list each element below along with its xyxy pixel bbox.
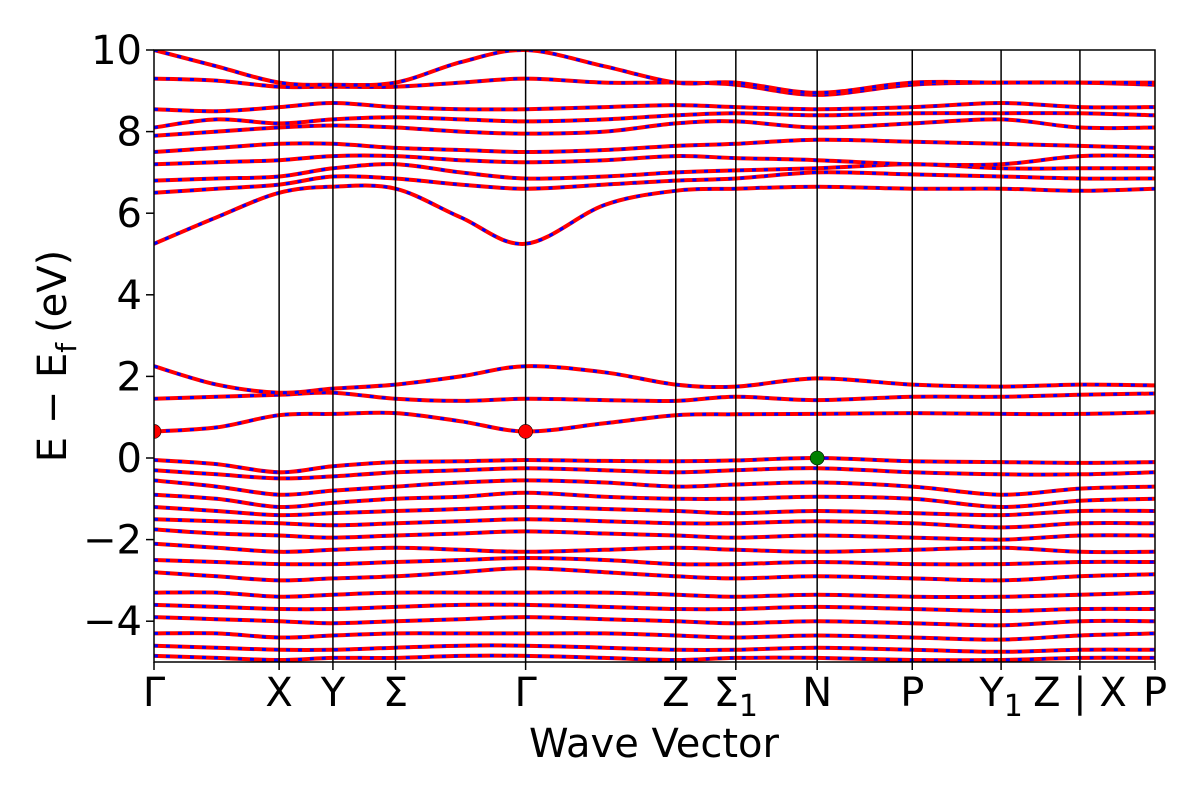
xtick-label: P xyxy=(900,670,924,716)
ytick-label: 8 xyxy=(117,110,142,156)
band-c6-spin-down xyxy=(154,162,1155,183)
band-v7-spin-up xyxy=(154,527,1155,542)
band-c8-spin-up xyxy=(154,137,1155,155)
band-v10-spin-up xyxy=(154,566,1155,583)
kpoint-divider-lines xyxy=(278,50,1081,662)
x-axis-title: Wave Vector xyxy=(529,721,780,767)
ytick-label: −2 xyxy=(83,518,142,564)
band-edge-markers xyxy=(154,424,825,466)
band-c5-spin-down xyxy=(154,170,1155,195)
band-v11-spin-up xyxy=(154,590,1155,599)
xtick-label: Σ1 xyxy=(714,670,758,724)
ytick-label: 6 xyxy=(117,191,142,237)
xtick-label: Y1 xyxy=(978,670,1023,724)
xtick-label: Γ xyxy=(514,670,537,716)
band-v12-spin-up xyxy=(154,602,1155,614)
xtick-label: Y xyxy=(320,670,346,716)
bands-layer xyxy=(154,50,1155,662)
ytick-label: −4 xyxy=(83,599,142,645)
ytick-label: 4 xyxy=(117,273,142,319)
band-c2-spin-up xyxy=(154,390,1155,404)
band-v1-spin-down xyxy=(154,456,1155,474)
xtick-label: X xyxy=(265,670,292,716)
xtick-label: Σ xyxy=(383,670,408,716)
band-v10-spin-down xyxy=(154,566,1155,582)
band-v6-spin-up xyxy=(154,517,1155,530)
band-c4-spin-up xyxy=(154,183,1155,246)
y-axis-title: E − Ef (eV) xyxy=(30,250,83,463)
x-axis-ticks: Γ X Y Σ Γ Z Σ1 N P Y1 Z | X P xyxy=(143,662,1167,724)
xtick-label: Z xyxy=(662,670,689,716)
ytick-label: 0 xyxy=(117,436,142,482)
band-v13-spin-up xyxy=(154,615,1155,628)
band-v3-spin-down xyxy=(154,478,1155,497)
band-c7-spin-up xyxy=(154,153,1155,168)
y-axis-ticks: −4 −2 0 2 4 6 8 10 xyxy=(83,28,154,645)
xtick-label: P xyxy=(1143,670,1167,716)
band-v4-spin-down xyxy=(154,491,1155,509)
xtick-label: N xyxy=(802,670,832,716)
band-v2-spin-up xyxy=(154,466,1155,481)
band-v15-spin-up xyxy=(154,643,1155,654)
band-c3-spin-up xyxy=(154,364,1155,395)
ytick-label: 10 xyxy=(91,28,142,74)
marker-cbm-0 xyxy=(154,424,162,439)
band-v8-spin-up xyxy=(154,541,1155,555)
band-c1-spin-down xyxy=(154,410,1155,434)
xtick-label: Z | X xyxy=(1033,670,1127,716)
band-v5-spin-up xyxy=(154,504,1155,518)
band-v14-spin-up xyxy=(154,631,1155,642)
plot-frame xyxy=(153,49,1156,663)
marker-vbm-2 xyxy=(809,450,825,466)
ytick-label: 2 xyxy=(117,354,142,400)
marker-cbm-1 xyxy=(518,424,533,439)
y-axis-title-main: E − E xyxy=(30,353,76,463)
band-v3-spin-up xyxy=(154,478,1155,497)
y-axis-title-unit: (eV) xyxy=(30,250,76,333)
band-c10-spin-down xyxy=(154,111,1155,129)
band-c3-spin-down xyxy=(154,364,1155,395)
y-axis-title-subscript: f xyxy=(50,342,83,353)
band-c11-spin-up xyxy=(154,100,1155,114)
band-c9-spin-down xyxy=(154,117,1155,138)
band-v16-spin-up xyxy=(154,653,1155,662)
xtick-label: Γ xyxy=(143,670,166,716)
band-c13-spin-up xyxy=(154,50,1155,95)
svg-text:E − Ef(eV): E − Ef (eV) xyxy=(30,250,83,463)
band-v9-spin-up xyxy=(154,555,1155,567)
